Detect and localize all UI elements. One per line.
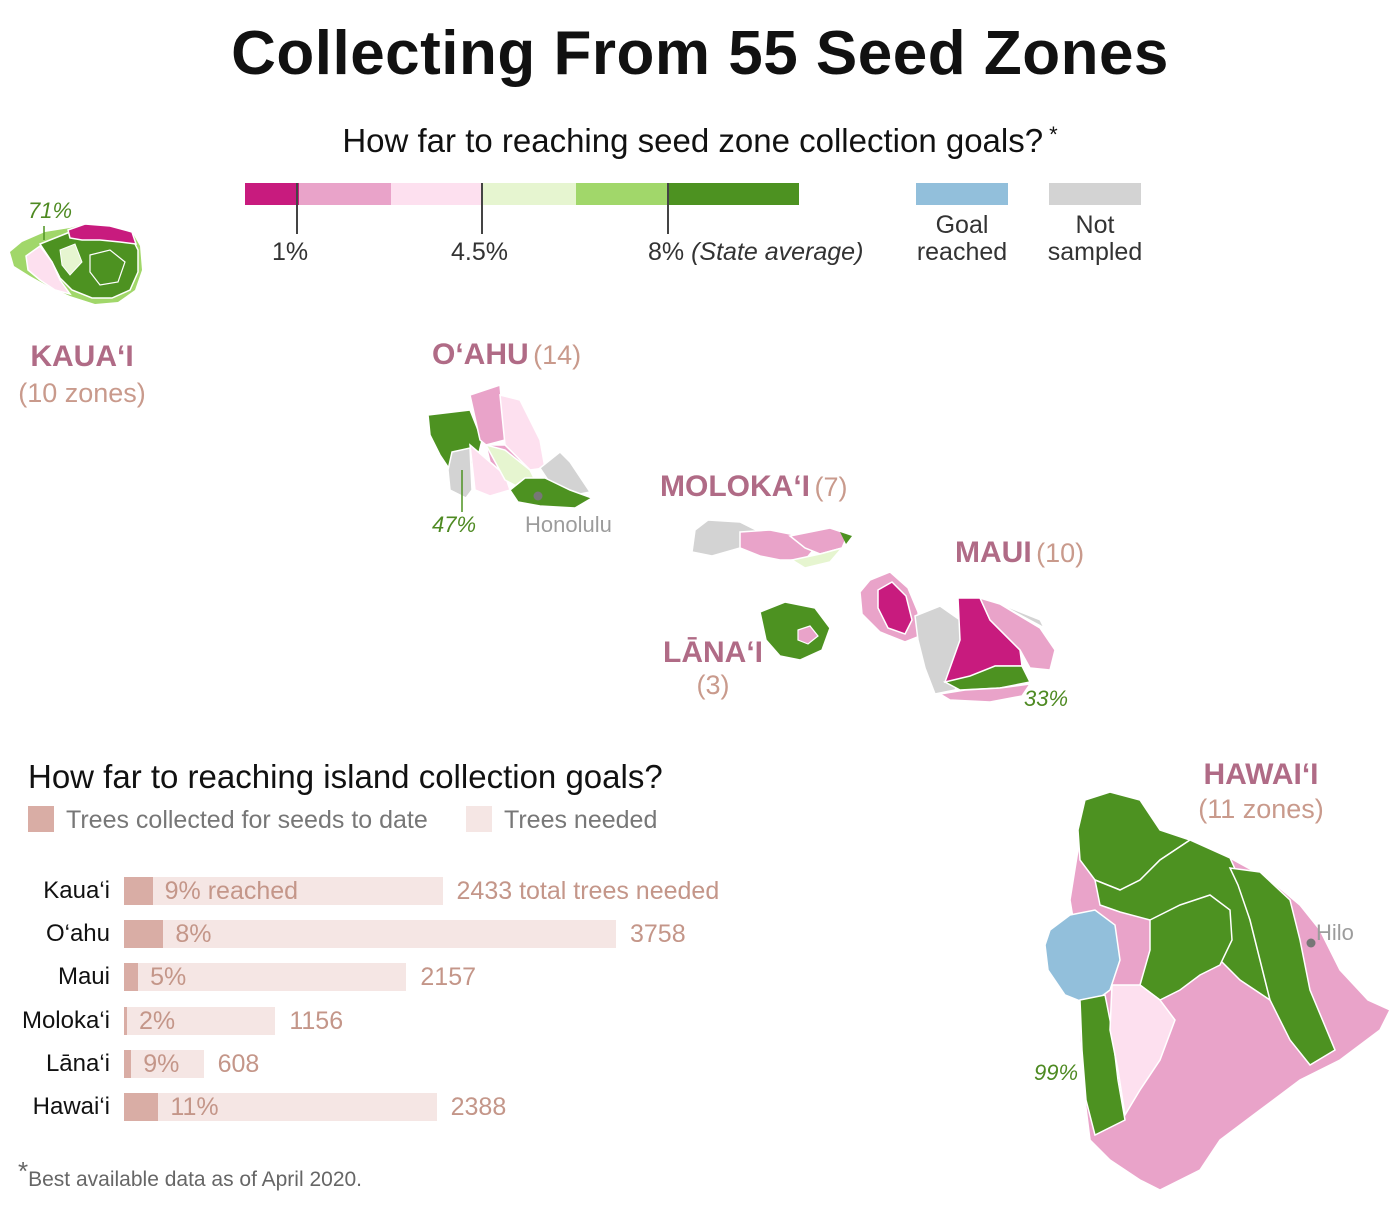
legend-tick-label-1: 1%: [272, 238, 309, 266]
bar-needed: [124, 1006, 276, 1035]
bar-collected: [124, 963, 139, 992]
bar-collected: [124, 1093, 159, 1121]
oahu-label: O‘AHU (14): [432, 338, 581, 372]
needed-swatch: [466, 806, 492, 832]
lanai-island: [759, 601, 831, 661]
bar-percent-label: 2%: [139, 1006, 176, 1035]
bar-total-label: 2433 total trees needed: [456, 877, 720, 905]
footnote: *Best available data as of April 2020.: [18, 1156, 362, 1192]
bar-needed: [124, 877, 443, 905]
legend-title-asterisk: *: [1049, 122, 1058, 147]
oahu-count: (14): [533, 340, 582, 370]
lanai-name: LĀNA‘I: [663, 636, 763, 669]
oahu-percent: 47%: [432, 512, 477, 537]
bar-percent-label: 5%: [150, 963, 187, 992]
bar-row: Maui 5% 2157: [0, 963, 900, 992]
legend-swatch-5: [576, 183, 668, 205]
bar-legend-collected-text: Trees collected for seeds to date: [66, 806, 428, 834]
bar-collected: [124, 920, 164, 949]
hawaii-count: (11 zones): [1198, 794, 1324, 824]
bar-total-label: 1156: [289, 1006, 344, 1035]
lanai-count: (3): [696, 670, 730, 700]
bar-row: O‘ahu 8% 3758: [0, 920, 900, 949]
legend-title: How far to reaching seed zone collection…: [0, 122, 1400, 160]
kauai-island: [10, 223, 142, 304]
molokai-name: MOLOKA‘I: [660, 470, 810, 503]
maui-name: MAUI: [955, 536, 1032, 569]
bar-needed: [124, 920, 616, 949]
bar-category-label: Moloka‘i: [21, 1006, 110, 1034]
bar-category-label: Hawai‘i: [32, 1093, 110, 1120]
bar-total-label: 3758: [630, 920, 686, 949]
legend-swatch-1: [245, 183, 299, 205]
legend-swatch-2: [299, 183, 391, 205]
bar-legend-needed-text: Trees needed: [504, 806, 658, 834]
legend-swatch-3: [391, 183, 483, 205]
footnote-text: Best available data as of April 2020.: [28, 1168, 363, 1191]
bar-total-label: 2157: [420, 963, 477, 992]
color-scale-legend: [245, 183, 1141, 234]
bar-category-label: Maui: [57, 963, 110, 991]
goal-reached-swatch: [916, 183, 1008, 205]
footnote-asterisk: *: [18, 1156, 29, 1186]
bar-percent-label: 9%: [143, 1049, 180, 1078]
bar-total-label: 2388: [450, 1093, 507, 1121]
page-title: Collecting From 55 Seed Zones: [231, 19, 1169, 88]
legend-tick-label-3-value: 8%: [648, 238, 685, 266]
hawaii-name: HAWAI‘I: [1203, 758, 1319, 791]
legend-tick-label-2: 4.5%: [451, 238, 508, 266]
bar-chart-title: How far to reaching island collection go…: [28, 758, 663, 795]
hawaii-island: [1044, 791, 1392, 1191]
bar-needed: [124, 963, 407, 992]
bar-collected: [124, 1049, 132, 1078]
bar-legend-collected: Trees collected for seeds to date: [28, 806, 428, 835]
bar-needed: [124, 1049, 204, 1078]
kauai-count: (10 zones): [18, 378, 146, 408]
goal-reached-label-line1: Goal: [935, 211, 989, 239]
not-sampled-label: Not sampled: [1034, 212, 1156, 266]
bar-percent-label: 9% reached: [164, 877, 299, 905]
bar-category-label: Kaua‘i: [43, 877, 110, 904]
maui-island: [859, 571, 1056, 703]
oahu-name: O‘AHU: [432, 338, 529, 371]
maui-count: (10): [1036, 538, 1085, 568]
goal-reached-label: Goal reached: [900, 212, 1024, 266]
kauai-name: KAUA‘I: [30, 340, 134, 373]
bar-row: Hawai‘i 11% 2388: [0, 1093, 900, 1121]
oahu-island: [427, 383, 594, 512]
hawaii-percent: 99%: [1034, 1060, 1079, 1085]
molokai-label: MOLOKA‘I (7): [660, 470, 847, 504]
maui-label: MAUI (10): [955, 536, 1084, 570]
not-sampled-label-line2: sampled: [1047, 238, 1143, 266]
legend-tick-label-3: 8% (State average): [648, 238, 863, 267]
bar-collected: [124, 1006, 127, 1035]
bar-category-label: O‘ahu: [45, 920, 110, 948]
state-average-note: (State average): [691, 238, 864, 266]
collected-swatch: [28, 806, 54, 832]
legend-swatch-4: [483, 183, 576, 205]
bar-total-label: 608: [217, 1049, 260, 1078]
bar-row: Moloka‘i 2% 1156: [0, 1006, 900, 1035]
bar-row: Kaua‘i 9% reached 2433 total trees needed: [0, 877, 900, 905]
bar-legend-needed: Trees needed: [466, 806, 657, 835]
goal-reached-label-line2: reached: [916, 238, 1008, 266]
hilo-label: Hilo: [1316, 920, 1354, 945]
bar-percent-label: 11%: [170, 1093, 219, 1121]
bar-row: Lāna‘i 9% 608: [0, 1049, 900, 1078]
molokai-count: (7): [814, 472, 848, 502]
bar-needed: [124, 1093, 437, 1121]
legend-swatch-6: [668, 183, 799, 205]
kauai-percent: 71%: [28, 198, 73, 223]
legend-title-text: How far to reaching seed zone collection…: [342, 122, 1044, 159]
not-sampled-swatch: [1049, 183, 1141, 205]
molokai-island: [691, 519, 852, 569]
not-sampled-label-line1: Not: [1075, 211, 1115, 239]
honolulu-label: Honolulu: [525, 512, 612, 537]
maui-percent: 33%: [1024, 686, 1069, 711]
bar-collected: [124, 877, 153, 905]
bar-category-label: Lāna‘i: [45, 1049, 110, 1077]
bar-percent-label: 8%: [175, 920, 212, 949]
